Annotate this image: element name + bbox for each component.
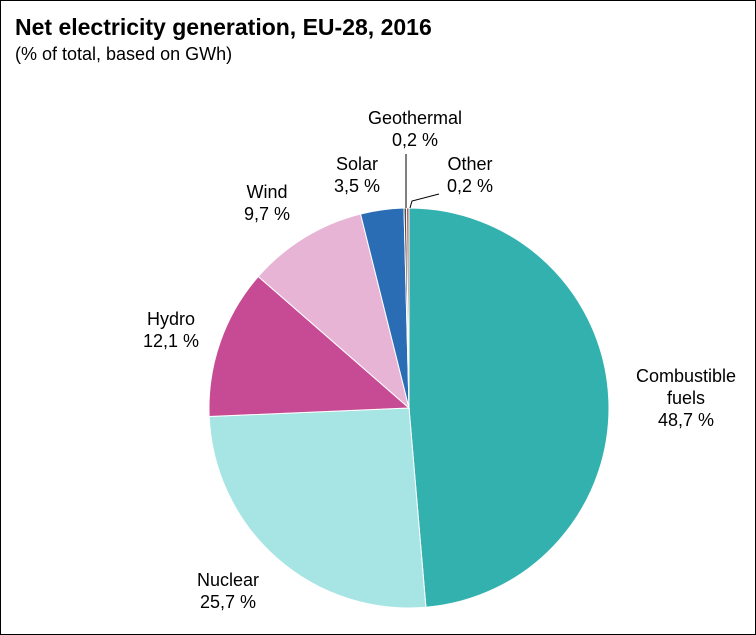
pie-slice-wind bbox=[257, 213, 410, 410]
pie-slice-combustible-fuels bbox=[408, 207, 610, 608]
slice-label-nuclear: Nuclear bbox=[197, 570, 259, 590]
slice-label-hydro: Hydro bbox=[147, 309, 195, 329]
slice-value-wind: 9,7 % bbox=[244, 204, 290, 224]
slice-value-solar: 3,5 % bbox=[334, 176, 380, 196]
slice-value-hydro: 12,1 % bbox=[143, 331, 199, 351]
slice-value-combustible-fuels: 48,7 % bbox=[658, 410, 714, 430]
pie-slice-other bbox=[405, 207, 410, 409]
slice-label-solar: Solar bbox=[336, 154, 378, 174]
slice-value-nuclear: 25,7 % bbox=[200, 592, 256, 612]
leader-line-other bbox=[409, 193, 440, 209]
slice-label-geothermal: Geothermal bbox=[368, 108, 462, 128]
pie-slices bbox=[208, 207, 610, 609]
pie-slice-nuclear bbox=[208, 407, 427, 609]
chart-title: Net electricity generation, EU-28, 2016 bbox=[15, 14, 432, 40]
pie-slice-hydro bbox=[208, 275, 411, 417]
slice-label-wind: Wind bbox=[246, 182, 287, 202]
slice-value-other: 0,2 % bbox=[447, 176, 493, 196]
slice-label-combustible-fuels: Combustible bbox=[636, 366, 736, 386]
slice-label-combustible-fuels: fuels bbox=[667, 388, 705, 408]
slice-value-geothermal: 0,2 % bbox=[392, 130, 438, 150]
chart-subtitle: (% of total, based on GWh) bbox=[15, 44, 233, 64]
leader-lines bbox=[405, 154, 440, 209]
slice-label-other: Other bbox=[447, 154, 492, 174]
